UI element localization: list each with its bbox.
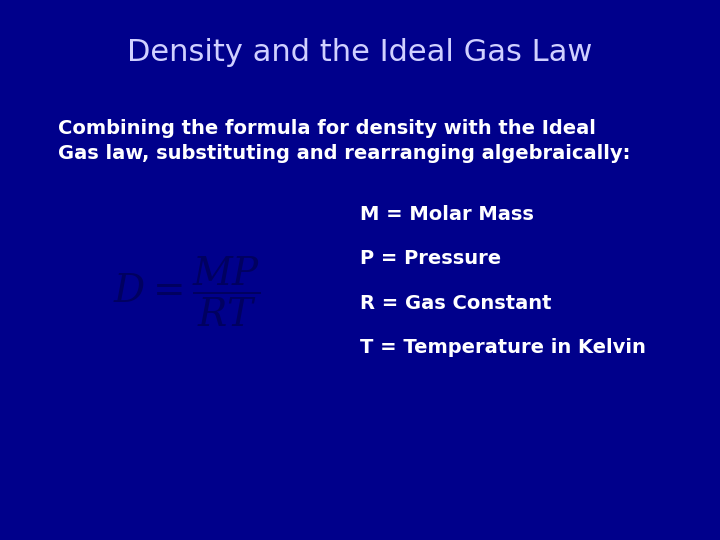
Text: Combining the formula for density with the Ideal
Gas law, substituting and rearr: Combining the formula for density with t…	[58, 119, 630, 163]
Text: Density and the Ideal Gas Law: Density and the Ideal Gas Law	[127, 38, 593, 67]
Text: R = Gas Constant: R = Gas Constant	[360, 294, 552, 313]
Text: P = Pressure: P = Pressure	[360, 249, 501, 268]
Text: M = Molar Mass: M = Molar Mass	[360, 205, 534, 224]
Text: T = Temperature in Kelvin: T = Temperature in Kelvin	[360, 338, 646, 357]
Text: $\mathit{D} = \dfrac{\mathit{MP}}{\mathit{RT}}$: $\mathit{D} = \dfrac{\mathit{MP}}{\mathi…	[114, 254, 261, 329]
